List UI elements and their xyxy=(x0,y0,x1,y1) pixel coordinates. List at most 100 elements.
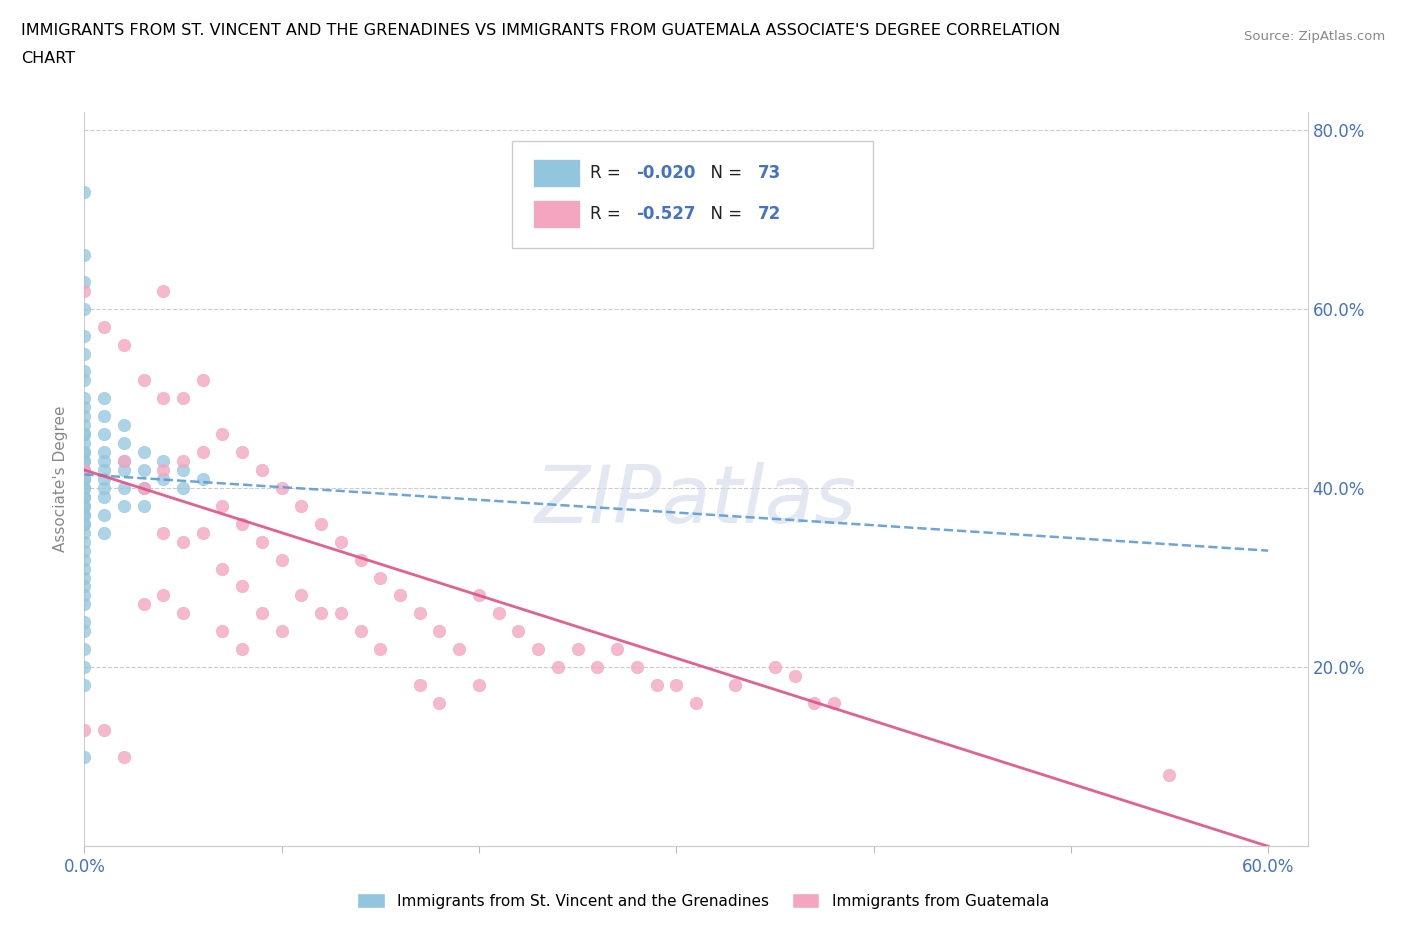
Point xyxy=(73,498,96,513)
Point xyxy=(309,606,332,621)
Text: ZIPatlas: ZIPatlas xyxy=(534,462,858,540)
Point xyxy=(93,489,115,504)
Point xyxy=(132,445,155,459)
Point xyxy=(73,247,96,262)
Point xyxy=(270,552,292,567)
Point xyxy=(112,750,135,764)
Point xyxy=(93,427,115,442)
FancyBboxPatch shape xyxy=(513,141,873,247)
Point xyxy=(508,624,530,639)
Point xyxy=(468,678,491,693)
Point xyxy=(586,659,609,674)
Point xyxy=(132,481,155,496)
Point xyxy=(250,462,273,477)
Point xyxy=(231,516,253,531)
Point xyxy=(73,328,96,343)
Text: CHART: CHART xyxy=(21,51,75,66)
Point xyxy=(73,624,96,639)
Point xyxy=(685,696,707,711)
Point xyxy=(112,454,135,469)
Point xyxy=(724,678,747,693)
Point xyxy=(132,373,155,388)
Point xyxy=(73,525,96,540)
Point xyxy=(73,454,96,469)
Point xyxy=(645,678,668,693)
Point xyxy=(93,445,115,459)
Point xyxy=(152,391,174,405)
Point xyxy=(468,588,491,603)
Point xyxy=(112,337,135,352)
Point xyxy=(93,319,115,334)
Text: R =: R = xyxy=(589,206,626,223)
Y-axis label: Associate's Degree: Associate's Degree xyxy=(53,405,69,552)
Point xyxy=(211,624,233,639)
Point xyxy=(93,391,115,405)
Point xyxy=(73,489,96,504)
Point xyxy=(763,659,786,674)
Point xyxy=(73,373,96,388)
Text: N =: N = xyxy=(700,206,747,223)
Point xyxy=(429,624,451,639)
Point xyxy=(172,391,194,405)
Point xyxy=(567,642,589,657)
Point xyxy=(349,624,371,639)
Point xyxy=(73,508,96,523)
Point xyxy=(73,472,96,486)
Point xyxy=(665,678,688,693)
Point xyxy=(73,543,96,558)
Point xyxy=(73,462,96,477)
Point xyxy=(73,400,96,415)
Point xyxy=(152,525,174,540)
Point xyxy=(93,462,115,477)
Point xyxy=(606,642,628,657)
Point xyxy=(73,642,96,657)
Point xyxy=(73,516,96,531)
Point xyxy=(290,498,312,513)
Point xyxy=(211,561,233,576)
Text: 72: 72 xyxy=(758,206,782,223)
Point xyxy=(172,606,194,621)
Text: N =: N = xyxy=(700,164,747,181)
Text: IMMIGRANTS FROM ST. VINCENT AND THE GRENADINES VS IMMIGRANTS FROM GUATEMALA ASSO: IMMIGRANTS FROM ST. VINCENT AND THE GREN… xyxy=(21,23,1060,38)
Point xyxy=(73,588,96,603)
Point xyxy=(112,481,135,496)
Point xyxy=(73,498,96,513)
Point xyxy=(231,579,253,594)
Point xyxy=(73,516,96,531)
Point xyxy=(73,346,96,361)
Point xyxy=(73,185,96,200)
Point xyxy=(172,534,194,549)
Point xyxy=(270,481,292,496)
Point xyxy=(73,445,96,459)
Point xyxy=(368,642,391,657)
Point xyxy=(231,445,253,459)
Point xyxy=(73,435,96,450)
Point xyxy=(488,606,510,621)
Point xyxy=(152,284,174,299)
Point xyxy=(73,462,96,477)
FancyBboxPatch shape xyxy=(533,159,579,187)
Point xyxy=(309,516,332,531)
Point xyxy=(112,454,135,469)
Point xyxy=(73,508,96,523)
Point xyxy=(73,391,96,405)
Point xyxy=(349,552,371,567)
Point xyxy=(290,588,312,603)
Text: Source: ZipAtlas.com: Source: ZipAtlas.com xyxy=(1244,30,1385,43)
Point xyxy=(547,659,569,674)
Point xyxy=(191,472,214,486)
Point xyxy=(93,508,115,523)
Point xyxy=(112,418,135,432)
Legend: Immigrants from St. Vincent and the Grenadines, Immigrants from Guatemala: Immigrants from St. Vincent and the Gren… xyxy=(352,887,1054,915)
Point xyxy=(73,678,96,693)
Point xyxy=(250,534,273,549)
Point xyxy=(93,525,115,540)
Point xyxy=(73,561,96,576)
Point xyxy=(73,615,96,630)
Point xyxy=(73,489,96,504)
Point xyxy=(191,373,214,388)
Point xyxy=(73,750,96,764)
Point xyxy=(73,579,96,594)
Point xyxy=(73,472,96,486)
Text: -0.527: -0.527 xyxy=(636,206,696,223)
